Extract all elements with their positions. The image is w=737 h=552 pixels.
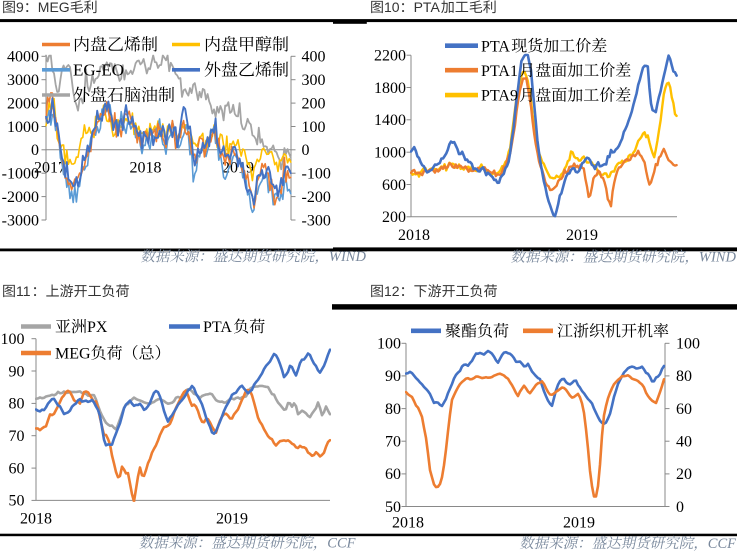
svg-text:70: 70 <box>385 434 401 451</box>
svg-text:100: 100 <box>676 336 700 353</box>
svg-text:2019: 2019 <box>566 227 598 244</box>
svg-text:9: 9 <box>16 0 24 15</box>
svg-text:600: 600 <box>382 177 406 194</box>
svg-text:80: 80 <box>9 396 25 413</box>
svg-text:WIND: WIND <box>329 249 367 265</box>
svg-text:PX: PX <box>87 319 108 336</box>
svg-text:PTA: PTA <box>414 0 441 15</box>
svg-text:20: 20 <box>676 466 692 483</box>
svg-text:1400: 1400 <box>374 112 406 129</box>
svg-text:4000: 4000 <box>7 49 39 66</box>
svg-text:2019: 2019 <box>563 515 595 532</box>
svg-text:100: 100 <box>377 336 401 353</box>
svg-text:-3000: -3000 <box>2 212 39 229</box>
svg-text:400: 400 <box>302 49 326 66</box>
svg-text:2000: 2000 <box>7 95 39 112</box>
svg-text:11: 11 <box>16 283 31 299</box>
svg-text:2018: 2018 <box>20 511 52 528</box>
svg-text:PTA1: PTA1 <box>481 63 518 80</box>
svg-text:90: 90 <box>9 363 25 380</box>
svg-text:80: 80 <box>385 401 401 418</box>
svg-text:0: 0 <box>302 142 310 159</box>
svg-text:2018: 2018 <box>130 160 162 177</box>
svg-text:2017: 2017 <box>34 160 66 177</box>
svg-text:MEG: MEG <box>38 0 70 15</box>
svg-text:EG-EO: EG-EO <box>73 61 124 80</box>
svg-text:90: 90 <box>385 368 401 385</box>
svg-text:0: 0 <box>676 499 684 516</box>
svg-text:10: 10 <box>384 0 400 15</box>
svg-text:-100: -100 <box>302 166 331 183</box>
svg-text:60: 60 <box>676 401 692 418</box>
svg-text:2018: 2018 <box>398 227 430 244</box>
svg-text:200: 200 <box>382 209 406 226</box>
svg-text:2019: 2019 <box>216 511 248 528</box>
svg-text:-1000: -1000 <box>2 166 39 183</box>
svg-text:PTA: PTA <box>203 319 232 336</box>
svg-text:50: 50 <box>9 493 25 510</box>
svg-text:60: 60 <box>9 460 25 477</box>
svg-text:MEG: MEG <box>55 346 91 363</box>
svg-text:WIND: WIND <box>699 250 737 266</box>
svg-text:50: 50 <box>385 499 401 516</box>
svg-text:CCF: CCF <box>708 536 736 552</box>
svg-text:60: 60 <box>385 466 401 483</box>
svg-text:CCF: CCF <box>327 536 355 552</box>
svg-text:1800: 1800 <box>374 80 406 97</box>
svg-text:100: 100 <box>302 119 326 136</box>
svg-text:1000: 1000 <box>374 145 406 162</box>
svg-text:12: 12 <box>384 283 400 299</box>
svg-text:3000: 3000 <box>7 72 39 89</box>
svg-text:-200: -200 <box>302 189 331 206</box>
svg-text:200: 200 <box>302 95 326 112</box>
svg-text:PTA9: PTA9 <box>481 88 518 105</box>
svg-text:-2000: -2000 <box>2 189 39 206</box>
svg-text:2200: 2200 <box>374 48 406 65</box>
svg-text:2018: 2018 <box>392 515 424 532</box>
svg-text:300: 300 <box>302 72 326 89</box>
svg-text:-300: -300 <box>302 212 331 229</box>
svg-text:40: 40 <box>676 434 692 451</box>
svg-text:70: 70 <box>9 428 25 445</box>
svg-text:100: 100 <box>1 331 25 348</box>
svg-text:PTA: PTA <box>481 38 510 55</box>
svg-text:0: 0 <box>31 142 39 159</box>
svg-text:1000: 1000 <box>7 119 39 136</box>
svg-text:80: 80 <box>676 368 692 385</box>
